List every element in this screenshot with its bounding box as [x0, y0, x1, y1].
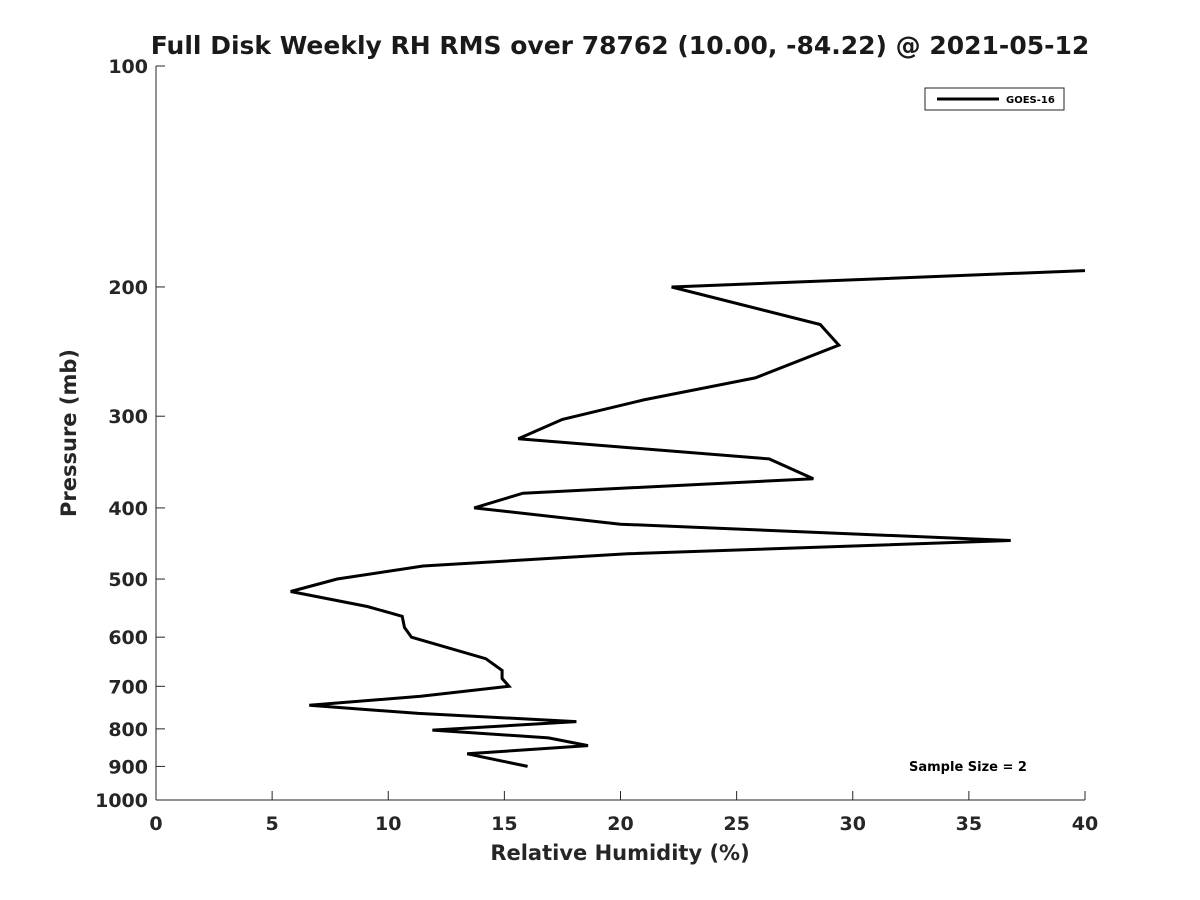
y-tick-label: 400: [108, 498, 148, 520]
x-tick-label: 40: [1072, 813, 1098, 835]
y-tick-label: 900: [108, 756, 148, 778]
y-tick-group: 100 200 300 400 500 600 700 800 900 1000: [95, 56, 165, 812]
series-line-goes-16: [290, 269, 1086, 768]
x-tick-label: 20: [607, 813, 633, 835]
sample-size-annotation: Sample Size = 2: [909, 760, 1027, 775]
y-tick-label: 600: [108, 627, 148, 649]
x-tick-label: 15: [491, 813, 517, 835]
y-tick-label: 200: [108, 277, 148, 299]
x-tick-label: 30: [840, 813, 866, 835]
x-tick-label: 35: [956, 813, 982, 835]
x-tick-label: 10: [375, 813, 401, 835]
x-axis-label: Relative Humidity (%): [490, 841, 749, 865]
x-tick-label: 25: [723, 813, 749, 835]
y-tick-label: 700: [108, 676, 148, 698]
y-tick-label: 800: [108, 719, 148, 741]
x-tick-label: 0: [149, 813, 162, 835]
x-tick-label: 5: [266, 813, 279, 835]
y-tick-label: 500: [108, 569, 148, 591]
series-group: [290, 269, 1086, 768]
y-axis-label: Pressure (mb): [57, 349, 81, 517]
legend-label: GOES-16: [1006, 95, 1055, 106]
legend: GOES-16: [924, 87, 1065, 111]
y-tick-label: 100: [108, 56, 148, 78]
chart-title: Full Disk Weekly RH RMS over 78762 (10.0…: [151, 31, 1090, 60]
y-tick-label: 300: [108, 406, 148, 428]
y-tick-label: 1000: [95, 790, 148, 812]
x-tick-group: 0 5 10 15 20 25 30 35 40: [149, 791, 1098, 835]
